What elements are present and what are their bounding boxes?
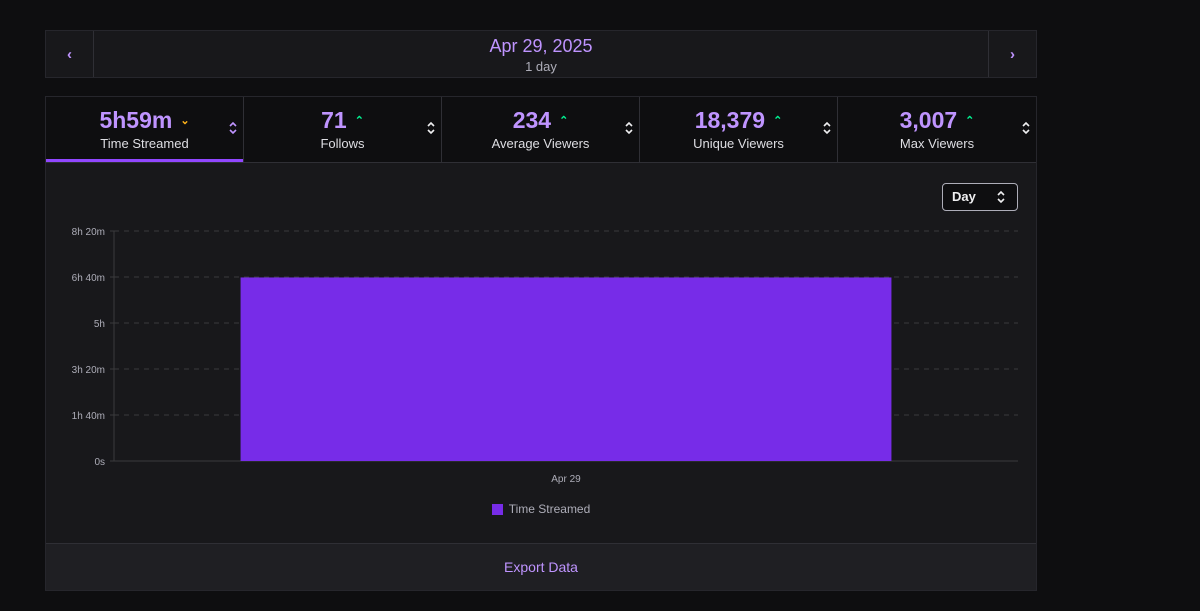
y-tick-label: 5h (94, 319, 105, 330)
stat-label: Time Streamed (100, 136, 189, 151)
stats-panel: 5h59m ⌄ Time Streamed 71 ⌃ Follows 234 ⌃… (45, 96, 1037, 591)
chevron-left-icon: ‹ (67, 45, 72, 63)
x-tick-label: Apr 29 (551, 474, 581, 485)
interval-select-value: Day (952, 189, 976, 204)
stat-value: 18,379 (694, 107, 766, 133)
bar-time-streamed (240, 277, 892, 461)
sort-icon[interactable] (1022, 121, 1030, 135)
sort-icon[interactable] (625, 121, 633, 135)
stat-tab-max-viewers[interactable]: 3,007 ⌃ Max Viewers (838, 97, 1036, 162)
chart-legend: Time Streamed (46, 502, 1036, 516)
time-streamed-chart: 0s 1h 40m 3h 20m 5h 6h 40m 8h 20m Apr 29 (72, 227, 1018, 485)
stat-label: Max Viewers (899, 136, 975, 151)
stat-value: 71 (321, 107, 347, 133)
stat-tab-average-viewers[interactable]: 234 ⌃ Average Viewers (442, 97, 640, 162)
y-tick-label: 0s (94, 457, 105, 468)
sort-icon[interactable] (229, 121, 237, 135)
y-tick-label: 6h 40m (72, 273, 105, 284)
sort-icon[interactable] (823, 121, 831, 135)
chevron-right-icon: › (1010, 45, 1015, 63)
previous-period-button[interactable]: ‹ (46, 31, 94, 77)
next-period-button[interactable]: › (988, 31, 1036, 77)
trend-up-icon: ⌃ (354, 115, 364, 127)
stat-value: 5h59m (99, 107, 173, 133)
stat-tabs: 5h59m ⌄ Time Streamed 71 ⌃ Follows 234 ⌃… (46, 97, 1036, 163)
stat-value: 3,007 (899, 107, 958, 133)
stat-value: 234 (512, 107, 552, 133)
legend-label: Time Streamed (508, 502, 591, 516)
interval-select[interactable]: Day (942, 183, 1018, 211)
stat-tab-follows[interactable]: 71 ⌃ Follows (244, 97, 442, 162)
stat-tab-unique-viewers[interactable]: 18,379 ⌃ Unique Viewers (640, 97, 838, 162)
y-tick-label: 8h 20m (72, 227, 105, 238)
trend-down-icon: ⌄ (180, 115, 190, 127)
legend-swatch (491, 503, 503, 515)
trend-up-icon: ⌃ (773, 115, 783, 127)
y-tick-label: 1h 40m (72, 411, 105, 422)
trend-up-icon: ⌃ (559, 115, 569, 127)
stat-label: Unique Viewers (693, 136, 784, 151)
stat-tab-time-streamed[interactable]: 5h59m ⌄ Time Streamed (46, 97, 244, 162)
select-caret-icon (997, 190, 1005, 204)
export-bar: Export Data (46, 543, 1036, 590)
export-data-button[interactable]: Export Data (504, 559, 578, 575)
y-tick-label: 3h 20m (72, 365, 105, 376)
stat-label: Average Viewers (491, 136, 590, 151)
date-range-label: 1 day (525, 59, 557, 74)
date-navigator: ‹ Apr 29, 2025 1 day › (45, 30, 1037, 78)
trend-up-icon: ⌃ (965, 115, 975, 127)
date-title: Apr 29, 2025 (489, 36, 593, 56)
sort-icon[interactable] (427, 121, 435, 135)
stat-label: Follows (320, 136, 365, 151)
